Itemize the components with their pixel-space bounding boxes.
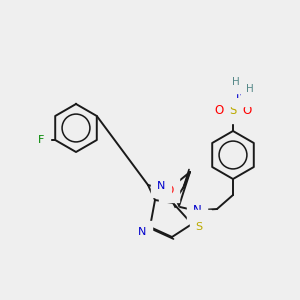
Text: H: H (232, 77, 240, 87)
Text: S: S (229, 104, 237, 118)
Text: N: N (193, 205, 201, 218)
Text: O: O (214, 104, 224, 118)
Text: N: N (236, 88, 244, 100)
Text: H: H (246, 84, 254, 94)
Text: S: S (195, 222, 203, 232)
Text: N: N (138, 227, 146, 237)
Text: N: N (157, 181, 165, 191)
Text: O: O (242, 104, 252, 118)
Text: F: F (38, 135, 44, 145)
Text: H: H (198, 216, 206, 226)
Text: O: O (164, 184, 174, 196)
